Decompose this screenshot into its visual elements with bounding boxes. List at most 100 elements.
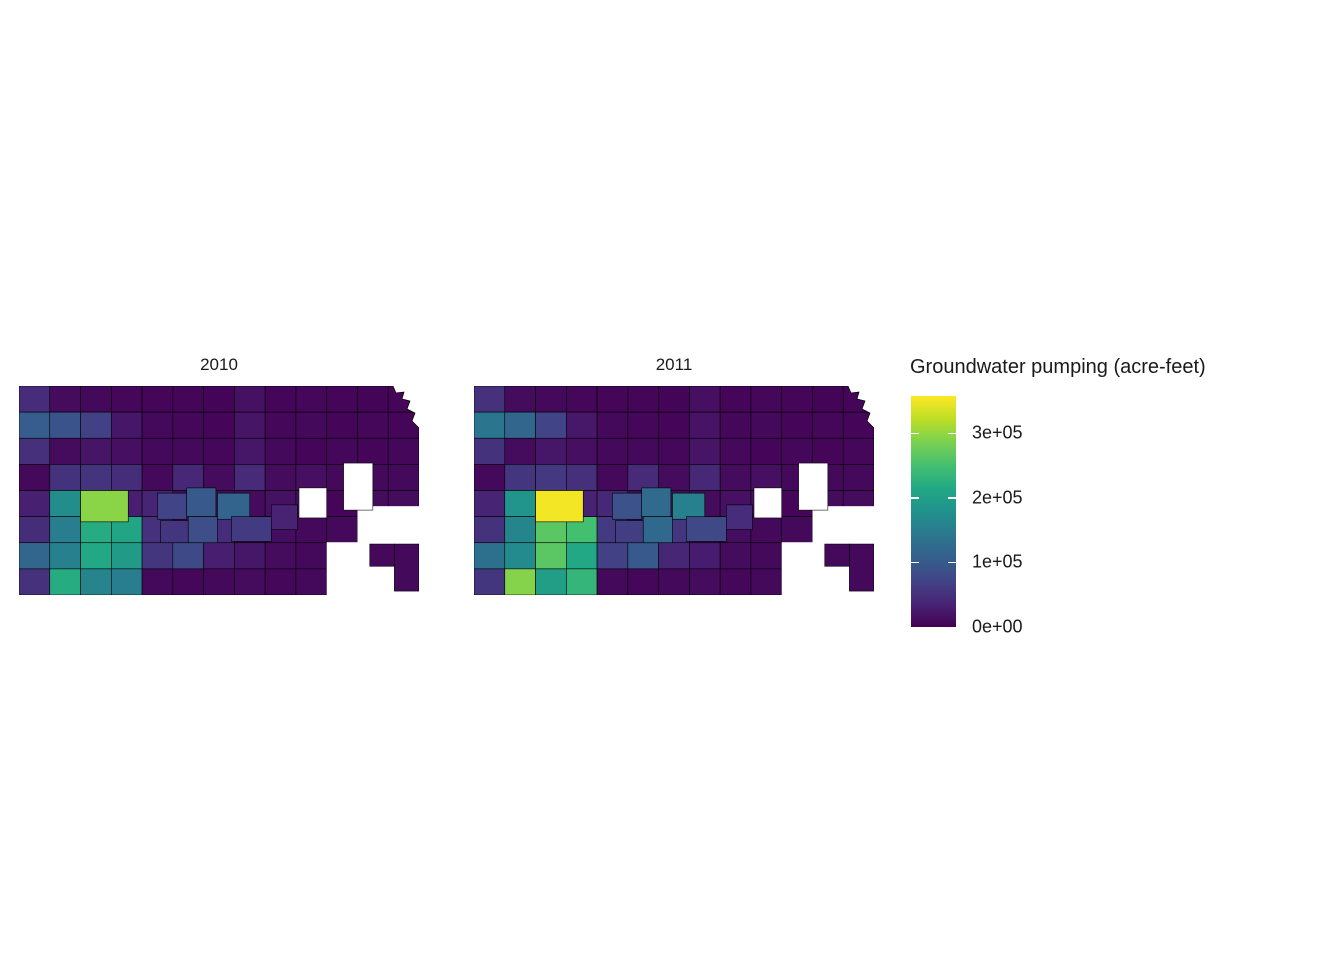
county: [172, 542, 204, 570]
county: [719, 464, 752, 491]
county: [596, 385, 629, 413]
county: [750, 437, 782, 465]
county: [473, 542, 506, 570]
county: [141, 568, 174, 596]
county: [566, 464, 598, 491]
county: [18, 385, 51, 413]
county: [842, 464, 875, 491]
county: [387, 464, 420, 491]
county: [18, 542, 51, 570]
county: [627, 542, 659, 570]
county: [658, 411, 690, 439]
county: [596, 542, 629, 570]
county: [596, 411, 629, 439]
legend-tick-mark: [948, 561, 956, 564]
county: [473, 411, 506, 439]
county: [473, 490, 506, 517]
county: [781, 516, 813, 544]
county: [264, 411, 297, 439]
county: [719, 411, 752, 439]
county: [160, 520, 189, 544]
county: [842, 437, 875, 465]
county: [217, 492, 251, 520]
county: [80, 385, 112, 413]
county: [689, 464, 721, 491]
county: [49, 490, 81, 517]
county: [80, 411, 112, 439]
county: [686, 516, 727, 542]
county: [615, 520, 644, 544]
county: [18, 490, 51, 517]
county: [172, 568, 204, 596]
county: [689, 437, 721, 465]
county: [504, 385, 536, 413]
county: [203, 411, 235, 439]
county: [172, 385, 204, 413]
county: [234, 437, 266, 465]
county: [231, 516, 272, 542]
county: [157, 492, 187, 520]
county: [295, 464, 327, 491]
county: [357, 385, 389, 413]
county: [357, 411, 389, 439]
county: [658, 542, 690, 570]
county: [689, 568, 721, 596]
missing-county: [343, 462, 374, 511]
choropleth-map-2010: [18, 385, 421, 598]
county: [781, 385, 813, 413]
county: [689, 411, 721, 439]
county: [504, 437, 536, 465]
county: [203, 437, 235, 465]
county: [49, 437, 81, 465]
legend-colorbar: [911, 396, 956, 627]
county: [612, 492, 642, 520]
county: [658, 464, 690, 491]
county: [504, 542, 536, 570]
county: [750, 568, 782, 596]
county: [849, 543, 875, 592]
county: [535, 411, 567, 439]
map-svg: [18, 385, 421, 598]
county: [49, 516, 81, 544]
county: [369, 543, 395, 567]
county: [203, 385, 235, 413]
county: [504, 464, 536, 491]
county: [642, 516, 673, 544]
county: [719, 437, 752, 465]
county: [326, 385, 358, 413]
county: [719, 385, 752, 413]
county: [535, 437, 567, 465]
county: [596, 437, 629, 465]
legend-title: Groundwater pumping (acre-feet): [910, 356, 1206, 378]
county: [726, 504, 753, 530]
county: [750, 516, 782, 544]
county: [234, 542, 266, 570]
county: [234, 385, 266, 413]
county: [658, 385, 690, 413]
county: [627, 464, 659, 491]
county: [812, 411, 844, 439]
county: [141, 385, 174, 413]
legend-tick-label: 0e+00: [972, 616, 1023, 637]
legend-tick-mark: [948, 497, 956, 499]
legend-tick-mark: [911, 497, 919, 499]
county: [641, 487, 672, 517]
county: [781, 437, 813, 465]
county: [111, 411, 143, 439]
county: [504, 568, 536, 596]
county: [295, 437, 327, 465]
county: [504, 516, 536, 544]
ne-corner-notch: [393, 386, 419, 428]
county: [394, 543, 420, 592]
county: [295, 542, 327, 570]
county: [271, 504, 298, 530]
county: [750, 464, 782, 491]
county: [203, 568, 235, 596]
county: [535, 568, 567, 596]
county: [111, 385, 143, 413]
county: [627, 568, 659, 596]
county: [234, 464, 266, 491]
county: [719, 542, 752, 570]
county: [824, 543, 850, 567]
county: [295, 568, 327, 596]
